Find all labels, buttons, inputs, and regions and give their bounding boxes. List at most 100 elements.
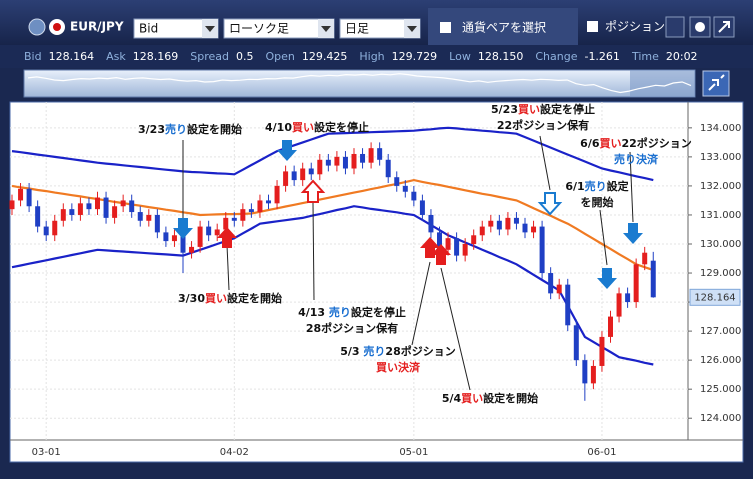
checkbox[interactable]	[440, 22, 451, 33]
period: 日足	[345, 22, 369, 36]
buy-stop-arrow	[300, 179, 326, 203]
annotation-run: 5/4	[442, 392, 462, 405]
candle-body	[248, 209, 254, 213]
candle-body	[26, 188, 32, 207]
candle-body	[291, 171, 297, 181]
candle-body	[77, 203, 83, 215]
quote-label: Time	[631, 50, 659, 63]
candle-body	[573, 325, 579, 361]
annotation-run: 28ポジション	[385, 344, 455, 358]
candle-body	[197, 226, 203, 247]
sell-arrow	[623, 223, 643, 244]
chart-frame	[9, 101, 744, 463]
annotation: 5/3 売り28ポジション	[340, 344, 455, 358]
candle-body	[274, 185, 280, 204]
candle-body	[120, 200, 126, 207]
quote-label: Change	[535, 50, 577, 63]
checkbox[interactable]	[587, 21, 598, 32]
expand-button[interactable]	[702, 70, 730, 97]
candle-body	[9, 200, 15, 210]
candle-body	[505, 217, 511, 230]
candle-body	[214, 229, 220, 236]
candle-body	[300, 168, 306, 181]
y-tick-label: 124.000	[700, 413, 741, 424]
candle-body	[52, 220, 58, 236]
annotation-run: 売り	[363, 344, 385, 358]
navigator-window[interactable]	[630, 70, 695, 97]
candle-body	[411, 191, 417, 201]
candle-body	[240, 209, 246, 221]
x-tick-label: 04-02	[220, 447, 249, 458]
buy-arrow	[431, 244, 451, 265]
annotation-run: を開始	[581, 195, 614, 209]
menu-button[interactable]	[665, 16, 685, 38]
candle-body	[454, 238, 460, 256]
candle-body	[95, 197, 100, 210]
candle-body	[608, 316, 613, 337]
pair[interactable]: EUR/JPY	[70, 20, 124, 34]
candle-body	[257, 200, 263, 213]
candle-body	[419, 200, 425, 215]
x-tick-label: 05-01	[399, 447, 428, 458]
select-panel	[428, 8, 578, 45]
annotation-run: 4/10	[265, 121, 292, 134]
candle-body	[368, 148, 374, 163]
candle-body	[146, 214, 152, 221]
candle-body	[394, 177, 400, 186]
candle-body	[548, 273, 554, 294]
quote-label: High	[359, 50, 384, 63]
candle-body	[266, 200, 271, 204]
candle-body	[154, 214, 160, 233]
globe-icon[interactable]	[28, 18, 46, 36]
candle-body	[377, 148, 383, 160]
annotation: 買い決済	[376, 360, 421, 374]
annotation-run: 3/30	[178, 292, 205, 305]
candle-body	[163, 232, 169, 242]
quote-label: Spread	[190, 50, 229, 63]
candle-body	[642, 252, 648, 265]
y-tick-label: 126.000	[700, 355, 741, 366]
quote-value: 128.169	[133, 50, 179, 63]
candle-body	[513, 217, 519, 224]
annotation-run: 5/3	[340, 345, 363, 358]
candle-body	[137, 212, 143, 221]
annotation: を開始	[581, 195, 614, 209]
candle-body	[625, 293, 631, 303]
annotation: 6/6買い22ポジション	[580, 136, 692, 150]
arrow-icon	[321, 26, 331, 32]
candle-body	[60, 209, 66, 221]
candle-body	[129, 200, 135, 213]
candle-body	[565, 284, 571, 326]
annotation-run: 設定	[607, 179, 629, 193]
x-tick-label: 06-01	[587, 447, 616, 458]
candle-body	[599, 336, 605, 366]
candle-body	[445, 238, 451, 250]
annotation: 6/1売り設定	[565, 179, 628, 193]
candle-body	[180, 235, 186, 253]
price-type: Bid	[139, 22, 158, 36]
annotation-run: 売り	[165, 122, 187, 136]
y-tick-label: 127.000	[700, 326, 741, 337]
candle-body	[616, 293, 622, 317]
annotation-run: 6/6	[580, 137, 600, 150]
candle-body	[471, 235, 477, 244]
quote-label: Bid	[24, 50, 42, 63]
candle-body	[308, 168, 314, 175]
candle-body	[112, 206, 118, 218]
annotation-run: 買い	[461, 392, 483, 405]
candle-body	[650, 260, 656, 298]
annotation: 5/23買い設定を停止	[491, 102, 595, 116]
annotation-run: 設定を開始	[227, 291, 282, 305]
candle-body	[69, 209, 75, 215]
select-pair: 通貨ペアを選択	[462, 20, 546, 35]
annotation: 4/10買い設定を停止	[265, 120, 369, 134]
arrow-icon	[407, 26, 417, 32]
candle-body	[590, 365, 596, 384]
candle-body	[283, 171, 289, 186]
candle-body	[582, 360, 588, 384]
navigator[interactable]	[23, 69, 696, 98]
x-tick-label: 03-01	[32, 447, 61, 458]
annotation-run: 設定を開始	[483, 391, 538, 405]
quote-value: 20:02	[666, 50, 698, 63]
candle-body	[317, 159, 323, 175]
